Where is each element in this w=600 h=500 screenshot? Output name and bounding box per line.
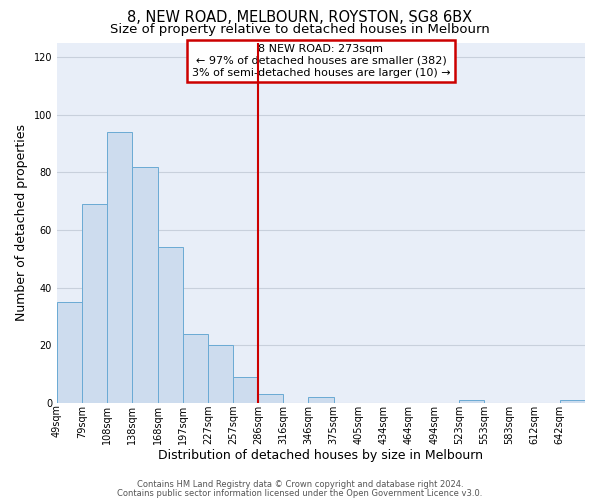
Text: 8 NEW ROAD: 273sqm
← 97% of detached houses are smaller (382)
3% of semi-detache: 8 NEW ROAD: 273sqm ← 97% of detached hou…: [191, 44, 450, 78]
Bar: [208, 346, 233, 403]
Bar: [233, 377, 258, 403]
Bar: [459, 400, 484, 403]
Text: Contains HM Land Registry data © Crown copyright and database right 2024.: Contains HM Land Registry data © Crown c…: [137, 480, 463, 489]
Bar: [258, 394, 283, 403]
Bar: [308, 398, 334, 403]
Text: Contains public sector information licensed under the Open Government Licence v3: Contains public sector information licen…: [118, 488, 482, 498]
Bar: [133, 166, 158, 403]
Bar: [158, 248, 182, 403]
Bar: [560, 400, 585, 403]
Text: Size of property relative to detached houses in Melbourn: Size of property relative to detached ho…: [110, 22, 490, 36]
X-axis label: Distribution of detached houses by size in Melbourn: Distribution of detached houses by size …: [158, 450, 484, 462]
Text: 8, NEW ROAD, MELBOURN, ROYSTON, SG8 6BX: 8, NEW ROAD, MELBOURN, ROYSTON, SG8 6BX: [127, 10, 473, 25]
Bar: [82, 204, 107, 403]
Bar: [182, 334, 208, 403]
Bar: [57, 302, 82, 403]
Y-axis label: Number of detached properties: Number of detached properties: [15, 124, 28, 322]
Bar: [107, 132, 133, 403]
